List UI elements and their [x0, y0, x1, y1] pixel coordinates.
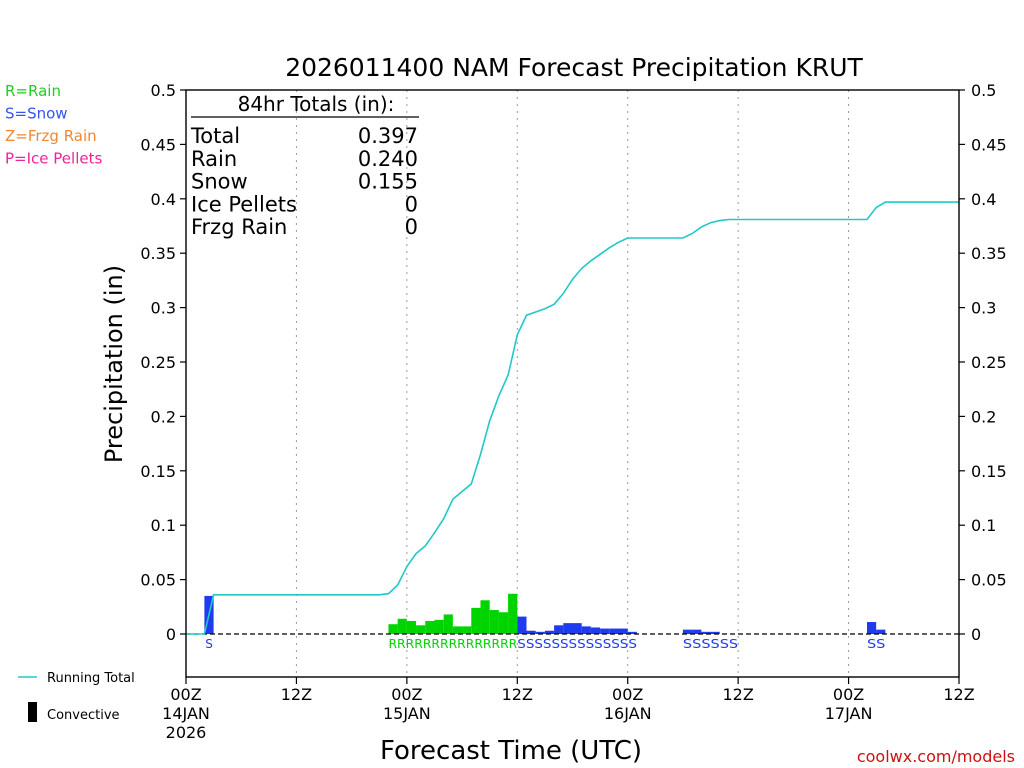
totals-row-value: 0 [405, 215, 418, 239]
precip-type-label: RRRRRRRRRRRRRRR [388, 637, 517, 651]
y-tick-label-right: 0.3 [971, 299, 996, 318]
rain-bar [508, 593, 518, 634]
rain-bar [388, 624, 398, 634]
rain-bar [406, 620, 417, 634]
y-tick-label-left: 0 [166, 625, 176, 644]
x-tick-label: 00Z [612, 685, 643, 704]
y-tick-label-right: 0 [971, 625, 981, 644]
y-tick-label-right: 0.5 [971, 81, 996, 100]
totals-row-value: 0.155 [358, 170, 418, 194]
legend-type-label: S=Snow [5, 105, 68, 123]
snow-bar [609, 628, 619, 634]
x-tick-label: 14JAN [162, 704, 210, 723]
rain-bar [443, 614, 453, 634]
x-tick-label: 16JAN [604, 704, 652, 723]
y-tick-label-right: 0.15 [971, 462, 1007, 481]
rain-bar [471, 607, 481, 634]
snow-bar [563, 623, 573, 634]
y-axis-label: Precipitation (in) [100, 265, 128, 463]
precip-type-label: SS [867, 637, 885, 651]
x-axis-label: Forecast Time (UTC) [380, 736, 642, 766]
plot-frame [185, 89, 960, 678]
legend-running-total: Running Total [47, 671, 135, 686]
y-tick-label-left: 0.25 [140, 353, 176, 372]
totals-row-value: 0.397 [358, 124, 418, 148]
snow-bar [876, 629, 886, 634]
legend-convective: Convective [47, 708, 120, 723]
snow-bar [627, 631, 637, 634]
rain-bar [480, 600, 490, 634]
x-tick-label: 12Z [281, 685, 312, 704]
y-tick-label-right: 0.35 [971, 244, 1007, 263]
rain-bar [489, 610, 499, 634]
y-tick-label-left: 0.5 [151, 81, 176, 100]
snow-bar [581, 626, 591, 634]
rain-bar [498, 612, 509, 634]
precip-type-label: SSSSSS [683, 637, 738, 651]
rain-bar [462, 626, 472, 634]
running-total-line [186, 201, 959, 635]
totals-row-label: Rain [191, 147, 237, 171]
snow-bar [526, 630, 536, 634]
x-tick-label: 00Z [170, 685, 201, 704]
credit-text: coolwx.com/models [857, 747, 1015, 766]
x-tick-label: 12Z [943, 685, 974, 704]
y-tick-label-left: 0.05 [140, 571, 176, 590]
chart-title: 2026011400 NAM Forecast Precipitation KR… [285, 53, 863, 82]
snow-bar [600, 628, 610, 634]
y-tick-label-left: 0.45 [140, 135, 176, 154]
snow-bar [544, 630, 555, 634]
snow-bar [572, 623, 582, 634]
y-tick-label-left: 0.15 [140, 462, 176, 481]
snow-bar [866, 622, 877, 634]
x-tick-label: 17JAN [825, 704, 873, 723]
x-tick-label: 00Z [833, 685, 864, 704]
y-tick-label-right: 0.25 [971, 353, 1007, 372]
x-tick-label: 2026 [166, 723, 207, 742]
legend-type-label: R=Rain [5, 82, 61, 100]
y-tick-label-left: 0.4 [151, 190, 176, 209]
x-tick-label: 12Z [502, 685, 533, 704]
totals-row-label: Total [190, 124, 240, 148]
convective-swatch [28, 702, 37, 722]
totals-row-value: 0.240 [358, 147, 418, 171]
snow-bar [701, 631, 711, 634]
y-tick-label-left: 0.35 [140, 244, 176, 263]
legend-type-label: P=Ice Pellets [5, 150, 102, 168]
x-tick-label: 15JAN [383, 704, 431, 723]
y-tick-label-left: 0.2 [151, 407, 176, 426]
snow-bar [682, 629, 693, 634]
totals-header: 84hr Totals (in): [238, 92, 395, 116]
y-tick-label-right: 0.1 [971, 516, 996, 535]
snow-bar [692, 629, 702, 634]
rain-bar [452, 626, 463, 634]
rain-bar [397, 618, 407, 634]
rain-bar [434, 619, 444, 634]
legend-type-label: Z=Frzg Rain [5, 127, 97, 145]
rain-bar [425, 620, 435, 634]
precip-type-label: S [205, 637, 213, 651]
x-tick-label: 12Z [722, 685, 753, 704]
totals-row-label: Ice Pellets [191, 192, 297, 216]
snow-bar [618, 628, 628, 634]
totals-row-label: Snow [191, 170, 248, 194]
snow-bar [535, 631, 545, 634]
totals-row-value: 0 [405, 192, 418, 216]
y-tick-label-right: 0.4 [971, 190, 996, 209]
y-tick-label-right: 0.2 [971, 407, 996, 426]
snow-bar [517, 616, 527, 634]
y-tick-label-right: 0.45 [971, 135, 1007, 154]
y-tick-label-left: 0.3 [151, 299, 176, 318]
rain-bar [416, 625, 426, 634]
snow-bar [554, 625, 564, 634]
y-tick-label-left: 0.1 [151, 516, 176, 535]
x-tick-label: 00Z [391, 685, 422, 704]
snow-bar [710, 631, 720, 634]
totals-row-label: Frzg Rain [191, 215, 287, 239]
y-tick-label-right: 0.05 [971, 571, 1007, 590]
snow-bar [590, 627, 601, 634]
precip-type-label: SSSSSSSSSSSSSS [517, 637, 637, 651]
